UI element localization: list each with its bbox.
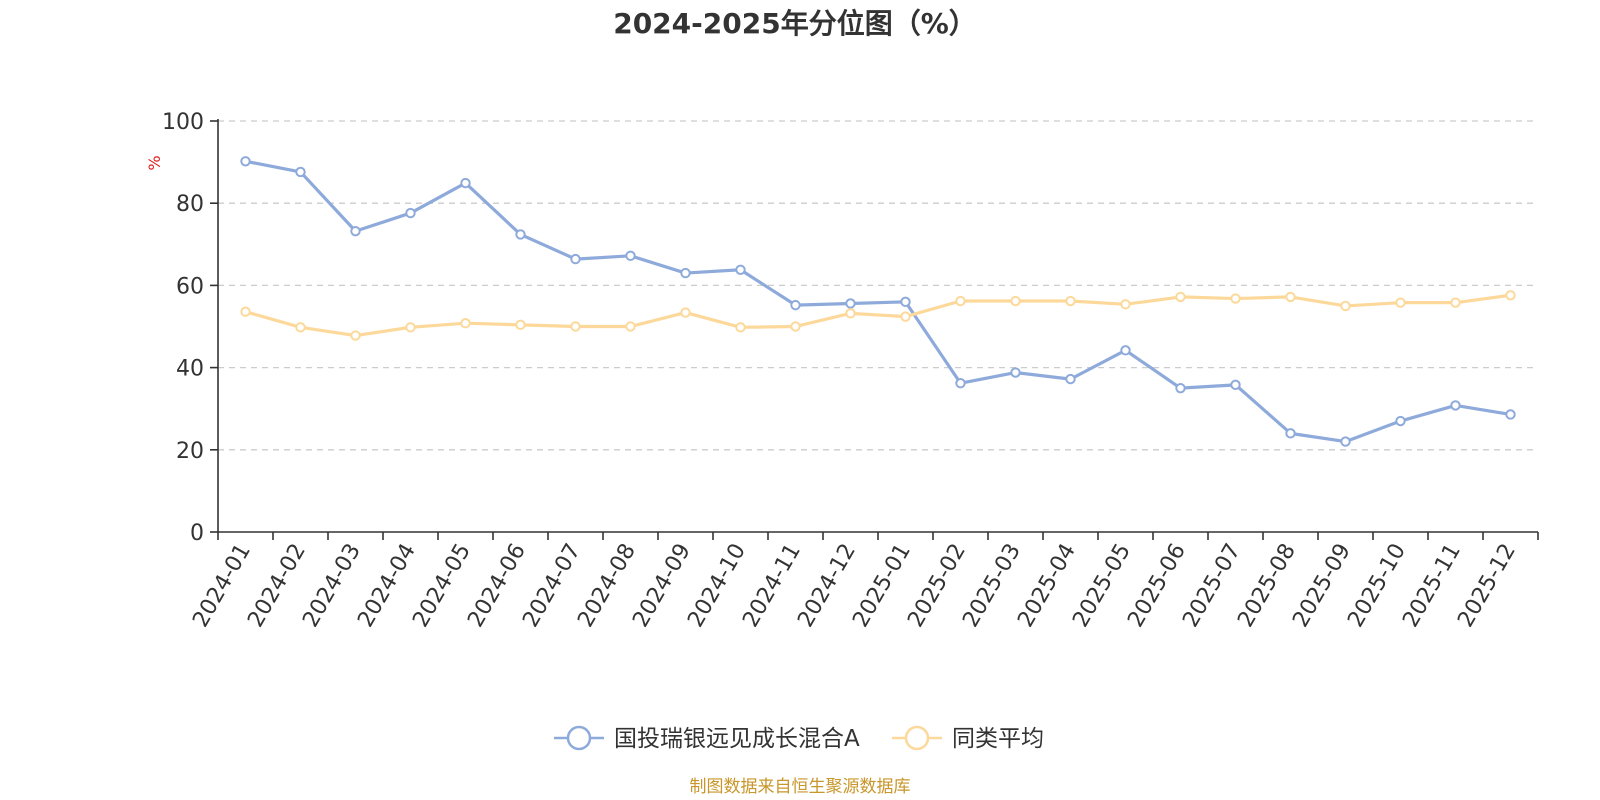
series-lines [240, 156, 1516, 447]
data-point-s0-12[interactable] [900, 296, 911, 308]
data-point-s0-21[interactable] [1395, 415, 1406, 427]
data-point-s0-7[interactable] [625, 250, 636, 262]
data-point-s1-10[interactable] [790, 321, 801, 332]
data-point-s1-22[interactable] [1450, 297, 1461, 308]
data-point-s1-2[interactable] [350, 330, 361, 341]
data-point-s0-14[interactable] [1010, 367, 1021, 378]
y-tick-label: 20 [176, 439, 204, 464]
y-axis-ticks: 0 20 40 60 80 100 [162, 110, 218, 546]
data-point-s1-3[interactable] [405, 322, 416, 333]
data-point-s1-23[interactable] [1505, 290, 1516, 301]
data-point-s0-15[interactable] [1065, 373, 1076, 385]
data-point-s0-1[interactable] [295, 166, 306, 178]
data-point-s1-0[interactable] [240, 306, 251, 317]
data-point-s1-1[interactable] [295, 322, 306, 333]
data-point-s1-6[interactable] [570, 321, 581, 332]
data-point-s1-8[interactable] [680, 307, 691, 318]
data-point-s1-15[interactable] [1065, 295, 1076, 307]
data-point-s0-23[interactable] [1505, 409, 1516, 420]
data-point-s0-22[interactable] [1450, 400, 1461, 411]
legend-item-1[interactable]: 同类平均 [892, 725, 1044, 752]
data-point-s0-4[interactable] [460, 177, 471, 189]
data-point-s0-5[interactable] [515, 229, 526, 240]
y-tick-label: 60 [176, 274, 204, 299]
data-point-s1-7[interactable] [625, 321, 636, 332]
legend: 国投瑞银远见成长混合A 同类平均 [554, 725, 1044, 752]
chart-title: 2024-2025年分位图（%） [613, 7, 977, 40]
legend-label: 同类平均 [952, 726, 1044, 752]
data-point-s1-9[interactable] [735, 322, 746, 333]
legend-marker-icon [566, 725, 592, 751]
data-point-s0-0[interactable] [240, 156, 251, 167]
data-point-s0-16[interactable] [1120, 345, 1131, 356]
grid-lines [218, 120, 1538, 451]
data-point-s1-4[interactable] [460, 318, 471, 329]
data-point-s0-9[interactable] [735, 264, 746, 275]
y-axis-unit-label: % [145, 155, 164, 170]
data-point-s0-19[interactable] [1285, 428, 1296, 439]
data-point-s0-11[interactable] [845, 298, 856, 309]
data-point-s0-20[interactable] [1340, 436, 1351, 447]
legend-marker-icon [904, 725, 930, 751]
data-point-s0-18[interactable] [1230, 379, 1241, 391]
data-point-s0-8[interactable] [680, 267, 691, 279]
data-point-s1-20[interactable] [1340, 300, 1351, 312]
legend-label: 国投瑞银远见成长混合A [614, 726, 860, 752]
data-point-s0-2[interactable] [350, 225, 361, 237]
data-point-s0-3[interactable] [405, 207, 416, 219]
data-point-s0-13[interactable] [955, 378, 966, 389]
legend-item-0[interactable]: 国投瑞银远见成长混合A [554, 725, 860, 752]
data-point-s1-11[interactable] [845, 308, 856, 319]
data-point-s1-13[interactable] [955, 295, 966, 307]
data-point-s1-21[interactable] [1395, 297, 1406, 308]
data-point-s1-16[interactable] [1120, 299, 1131, 310]
data-point-s1-19[interactable] [1285, 291, 1296, 303]
data-point-s1-14[interactable] [1010, 295, 1021, 307]
data-point-s1-18[interactable] [1230, 293, 1241, 304]
x-axis-ticks: 2024-012024-022024-032024-042024-052024-… [188, 532, 1539, 632]
data-point-s0-6[interactable] [570, 253, 581, 265]
series-line-0 [245, 159, 1511, 444]
data-point-s0-17[interactable] [1175, 382, 1186, 394]
series-line-1 [245, 293, 1511, 338]
data-point-s1-17[interactable] [1175, 291, 1186, 303]
data-point-s0-10[interactable] [790, 299, 801, 311]
data-point-s1-12[interactable] [900, 311, 911, 322]
data-point-s1-5[interactable] [515, 319, 526, 331]
y-tick-label: 100 [162, 110, 204, 135]
y-tick-label: 0 [190, 521, 204, 546]
y-tick-label: 40 [176, 357, 204, 382]
source-note: 制图数据来自恒生聚源数据库 [690, 777, 911, 797]
y-tick-label: 80 [176, 192, 204, 217]
